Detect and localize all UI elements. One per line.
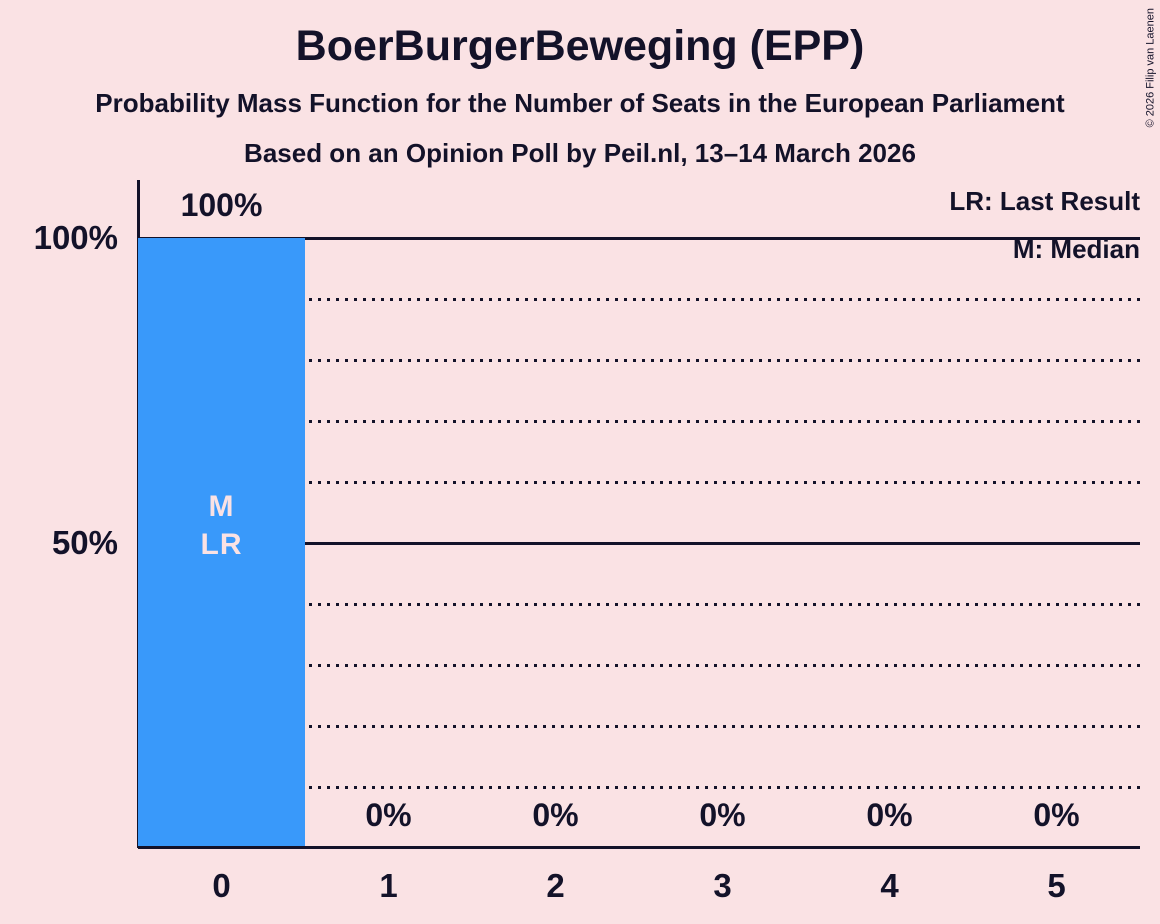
- gridline-dotted: [138, 786, 1140, 789]
- chart-title: BoerBurgerBeweging (EPP): [295, 22, 865, 70]
- gridline-dotted: [138, 664, 1140, 667]
- gridline-dotted: [138, 603, 1140, 606]
- gridline-solid: [138, 237, 1140, 240]
- bar-value-label: 100%: [180, 187, 263, 223]
- x-axis-label: 2: [546, 867, 565, 904]
- chart-poll-note: Based on an Opinion Poll by Peil.nl, 13–…: [244, 138, 916, 168]
- bar-value-label: 0%: [365, 797, 412, 833]
- gridline-dotted: [138, 725, 1140, 728]
- x-axis-label: 3: [713, 867, 732, 904]
- gridline-solid: [138, 542, 1140, 545]
- bar: M LR: [138, 238, 305, 848]
- bar-marker-label: M LR: [200, 490, 243, 562]
- gridline-dotted: [138, 359, 1140, 362]
- bar-value-label: 0%: [532, 797, 579, 833]
- plot-area: M LR 100% 0% 0% 0% 0% 0% 0 1 2 3 4 5: [138, 187, 1140, 904]
- x-axis-label: 0: [212, 867, 231, 904]
- legend-last-result: LR: Last Result: [949, 186, 1140, 216]
- chart-subtitle: Probability Mass Function for the Number…: [95, 88, 1065, 118]
- x-axis-label: 4: [880, 867, 899, 904]
- bar-value-label: 0%: [699, 797, 746, 833]
- y-axis-label: 50%: [51, 524, 118, 561]
- gridline-dotted: [138, 481, 1140, 484]
- bar-value-label: 0%: [1033, 797, 1080, 833]
- x-axis-line: [138, 846, 1140, 849]
- bar-value-label: 0%: [866, 797, 913, 833]
- x-axis-label: 1: [379, 867, 398, 904]
- x-axis-label: 5: [1047, 867, 1066, 904]
- y-axis-label: 100%: [33, 219, 118, 256]
- gridline-dotted: [138, 298, 1140, 301]
- gridline-dotted: [138, 420, 1140, 423]
